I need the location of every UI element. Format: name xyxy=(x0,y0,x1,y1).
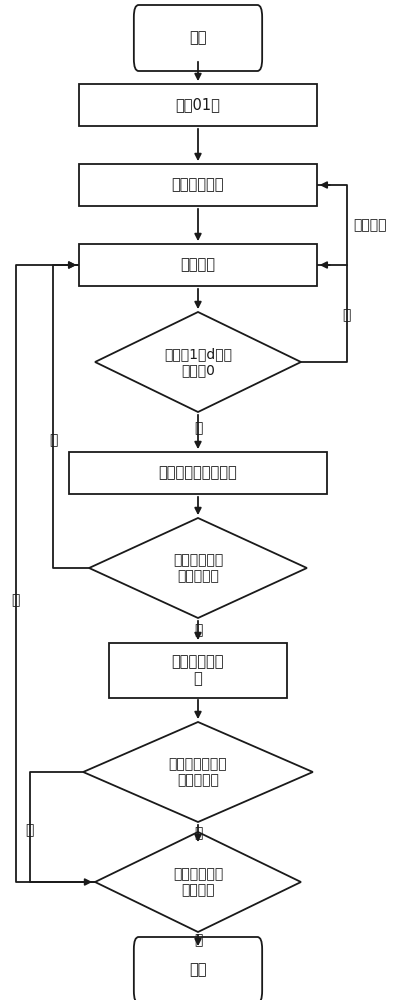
Text: 否: 否 xyxy=(49,433,58,447)
Polygon shape xyxy=(95,832,301,932)
Bar xyxy=(109,643,287,698)
Text: 图像01化: 图像01化 xyxy=(175,98,221,112)
Bar xyxy=(69,452,327,494)
Text: 否: 否 xyxy=(25,823,34,837)
Text: 粗估黑太阳面
积大于阈值: 粗估黑太阳面 积大于阈值 xyxy=(173,553,223,583)
Text: 结束: 结束 xyxy=(189,962,207,978)
Bar xyxy=(79,84,317,126)
Polygon shape xyxy=(83,722,313,822)
Text: 是: 是 xyxy=(194,933,202,947)
Text: 估计太阳面积
大于阈值: 估计太阳面积 大于阈值 xyxy=(173,867,223,897)
Text: 设置太阳半径: 设置太阳半径 xyxy=(172,178,224,192)
Text: 否: 否 xyxy=(342,308,351,322)
FancyBboxPatch shape xyxy=(134,5,262,71)
Bar xyxy=(79,164,317,206)
Text: 否: 否 xyxy=(11,593,20,607)
Text: 是: 是 xyxy=(194,623,202,637)
Text: 是: 是 xyxy=(194,826,202,840)
Text: 查找黑太阳中
心: 查找黑太阳中 心 xyxy=(172,654,224,686)
Text: 遍历查询: 遍历查询 xyxy=(181,257,215,272)
Bar xyxy=(79,244,317,286)
Text: 查询完毕: 查询完毕 xyxy=(354,218,387,232)
FancyBboxPatch shape xyxy=(134,937,262,1000)
Text: 某像素1，d个像
素后为0: 某像素1，d个像 素后为0 xyxy=(164,347,232,377)
Polygon shape xyxy=(89,518,307,618)
Polygon shape xyxy=(95,312,301,412)
Text: 精估黑太阳面积
在阈值范围: 精估黑太阳面积 在阈值范围 xyxy=(169,757,227,787)
Text: 预先确定黑太阳位置: 预先确定黑太阳位置 xyxy=(159,466,237,481)
Text: 是: 是 xyxy=(194,421,202,435)
Text: 开始: 开始 xyxy=(189,30,207,45)
